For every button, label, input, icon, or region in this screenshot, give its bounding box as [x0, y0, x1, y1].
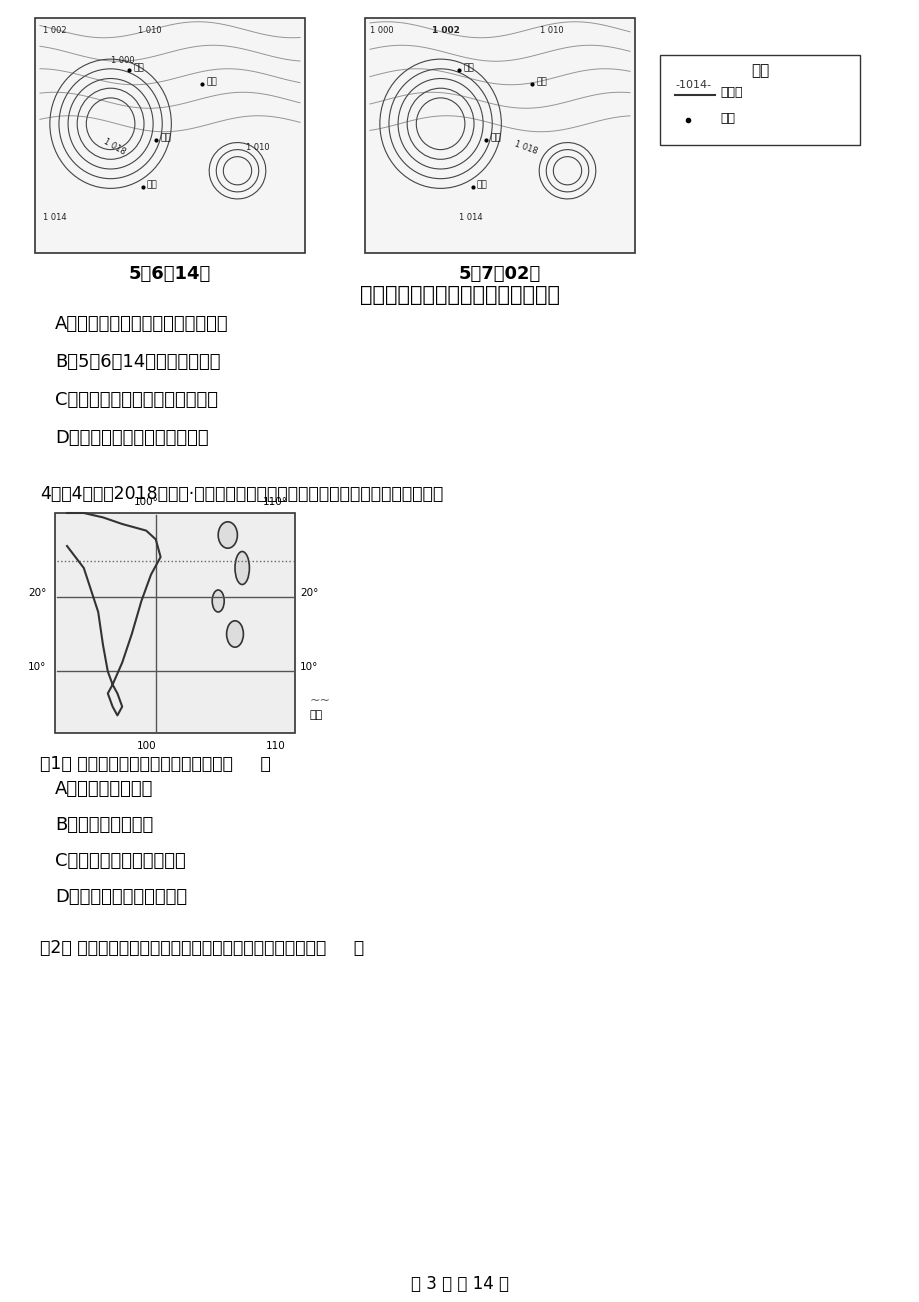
Text: 4．（4分）（2018高二上·哈尔滨期中）下图为世界某区域略图，完成下列小题。: 4．（4分）（2018高二上·哈尔滨期中）下图为世界某区域略图，完成下列小题。 — [40, 486, 443, 503]
Text: ~~: ~~ — [310, 694, 331, 707]
Text: D．西南季风带来丰沛水汽: D．西南季风带来丰沛水汽 — [55, 888, 187, 906]
Text: 北京: 北京 — [133, 64, 144, 72]
Text: 台北: 台北 — [147, 181, 157, 190]
Ellipse shape — [218, 522, 237, 548]
Text: 等压线: 等压线 — [720, 86, 742, 99]
Text: A．东部部分地区经历了反气旋过境: A．东部部分地区经历了反气旋过境 — [55, 315, 229, 333]
Text: 100°: 100° — [133, 497, 158, 506]
Text: 1 014: 1 014 — [43, 214, 66, 223]
Text: （1） 图示区域降水丰富，主要是由于（     ）: （1） 图示区域降水丰富，主要是由于（ ） — [40, 755, 270, 773]
Text: 台北: 台北 — [476, 181, 487, 190]
Text: 10°: 10° — [28, 663, 46, 672]
Text: C．上海与台北之间存在冷锋系统: C．上海与台北之间存在冷锋系统 — [55, 391, 218, 409]
Ellipse shape — [226, 621, 244, 647]
Text: 20°: 20° — [300, 587, 318, 598]
Ellipse shape — [234, 552, 249, 585]
Text: 1 014: 1 014 — [459, 214, 482, 223]
Bar — [35, 18, 305, 253]
Bar — [365, 18, 634, 253]
Text: 100: 100 — [136, 741, 156, 751]
Text: 1 010: 1 010 — [540, 26, 563, 35]
Text: 首尔: 首尔 — [536, 77, 547, 86]
Bar — [55, 513, 295, 733]
Text: 110: 110 — [266, 741, 286, 751]
Text: 10°: 10° — [300, 663, 318, 672]
Text: -1014-: -1014- — [675, 79, 710, 90]
Text: C．东北季风受到地形抬升: C．东北季风受到地形抬升 — [55, 852, 186, 870]
Text: A．反气旋频繁过境: A．反气旋频繁过境 — [55, 780, 153, 798]
Text: 首尔: 首尔 — [206, 77, 217, 86]
Text: 110°: 110° — [263, 497, 288, 506]
Text: 1 010: 1 010 — [138, 26, 161, 35]
Ellipse shape — [212, 590, 224, 612]
Text: B．受沿岸寒流影响: B．受沿岸寒流影响 — [55, 816, 153, 835]
Text: 1 002: 1 002 — [432, 26, 460, 35]
Text: 图例: 图例 — [750, 62, 768, 78]
Text: 城市: 城市 — [720, 112, 734, 125]
Text: 海平面等压线分布图（单位：百帕）: 海平面等压线分布图（单位：百帕） — [359, 285, 560, 305]
Text: 1 018: 1 018 — [513, 139, 539, 155]
Text: 上海: 上海 — [490, 134, 501, 143]
Text: 1 002: 1 002 — [43, 26, 66, 35]
Text: 第 3 页 共 14 页: 第 3 页 共 14 页 — [411, 1275, 508, 1293]
Text: 5月6日14时: 5月6日14时 — [129, 266, 210, 283]
Text: 1 000: 1 000 — [369, 26, 393, 35]
Text: 1 010: 1 010 — [245, 143, 269, 152]
Text: D．台北的风向由东南变为东北: D．台北的风向由东南变为东北 — [55, 428, 209, 447]
Text: 1 018: 1 018 — [102, 138, 128, 158]
Text: B．5月6日14时首尔吹西北风: B．5月6日14时首尔吹西北风 — [55, 353, 221, 371]
Text: 上海: 上海 — [160, 134, 171, 143]
Text: 5月7日02时: 5月7日02时 — [459, 266, 540, 283]
Text: （2） 图示区域夏季盛行风的成因与下列哪种地理事物有关（     ）: （2） 图示区域夏季盛行风的成因与下列哪种地理事物有关（ ） — [40, 939, 364, 957]
Text: 河流: 河流 — [310, 711, 323, 720]
Bar — [659, 55, 859, 145]
Text: 北京: 北京 — [463, 64, 473, 72]
Text: 20°: 20° — [28, 587, 46, 598]
Text: 1 000: 1 000 — [110, 56, 134, 65]
